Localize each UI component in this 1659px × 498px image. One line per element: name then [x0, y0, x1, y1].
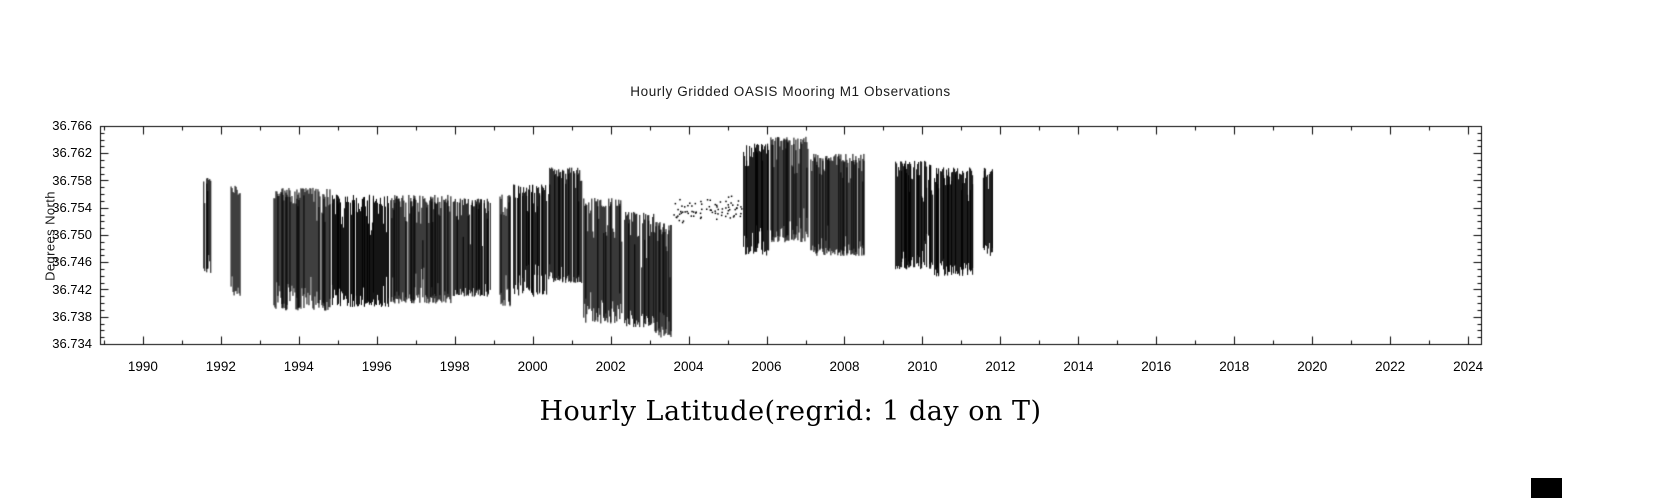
y-tick-label: 36.762 — [52, 145, 92, 161]
x-tick-label: 2014 — [1063, 359, 1094, 374]
x-tick-label: 2000 — [517, 359, 548, 374]
x-tick-label: 2022 — [1375, 359, 1406, 374]
x-tick-label: 2016 — [1141, 359, 1172, 374]
x-tick-label: 2004 — [673, 359, 704, 374]
x-tick-label: 2006 — [751, 359, 782, 374]
x-tick-label: 1994 — [283, 359, 314, 374]
y-tick-label: 36.758 — [52, 172, 92, 188]
x-tick-label: 2012 — [985, 359, 1016, 374]
x-tick-label: 2024 — [1453, 359, 1484, 374]
y-tick-label: 36.734 — [52, 336, 92, 351]
x-tick-label: 1992 — [205, 359, 236, 374]
x-tick-label: 2010 — [907, 359, 938, 374]
x-tick-label: 1990 — [127, 359, 158, 374]
x-tick-label: 1996 — [361, 359, 392, 374]
x-tick-label: 1998 — [439, 359, 470, 374]
x-tick-label: 2020 — [1297, 359, 1328, 374]
x-tick-label: 2018 — [1219, 359, 1250, 374]
y-tick-label: 36.754 — [52, 199, 92, 215]
y-tick-label: 36.750 — [52, 227, 92, 242]
y-tick-label: 36.738 — [52, 308, 92, 324]
corner-mark — [1531, 478, 1562, 498]
x-tick-label: 2008 — [829, 359, 860, 374]
x-axis-title: Hourly Latitude(regrid: 1 day on T) — [539, 396, 1042, 427]
y-tick-label: 36.742 — [52, 281, 92, 297]
x-tick-label: 2002 — [595, 359, 626, 374]
y-tick-label: 36.766 — [52, 118, 92, 133]
y-tick-label: 36.746 — [52, 254, 92, 270]
